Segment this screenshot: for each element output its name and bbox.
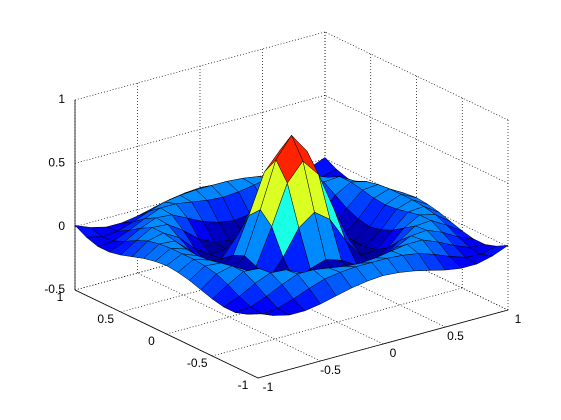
x-tick-label: 0 [390, 346, 397, 360]
x-tick-label: -0.5 [320, 363, 341, 377]
grid-line [199, 255, 384, 345]
y-axis [74, 289, 259, 379]
grid-line [137, 272, 321, 362]
x-tick-label: -1 [263, 380, 274, 394]
grid-line [324, 31, 509, 121]
y-tick-label: -1 [238, 378, 249, 392]
z-tick-label: 1 [58, 92, 65, 106]
x-axis [257, 309, 509, 379]
grid-line [74, 94, 326, 164]
x-tick-label: 1 [515, 312, 522, 326]
y-tick-label: -0.5 [187, 356, 208, 370]
y-tick-label: 1 [57, 290, 64, 304]
z-tick-label: -0.5 [44, 282, 65, 296]
grid-line [324, 158, 509, 247]
surface-patch [246, 313, 274, 316]
z-tick-label: 0.5 [48, 156, 65, 170]
grid-line [262, 238, 446, 328]
grid-line [324, 221, 509, 311]
grid-line [74, 31, 326, 101]
x-tick-label: 0.5 [447, 329, 464, 343]
y-tick-label: 0 [148, 334, 155, 348]
z-tick-label: 0 [58, 219, 65, 233]
grid-line [212, 287, 463, 357]
grid-line [324, 95, 509, 184]
y-tick-label: 0.5 [97, 312, 114, 326]
